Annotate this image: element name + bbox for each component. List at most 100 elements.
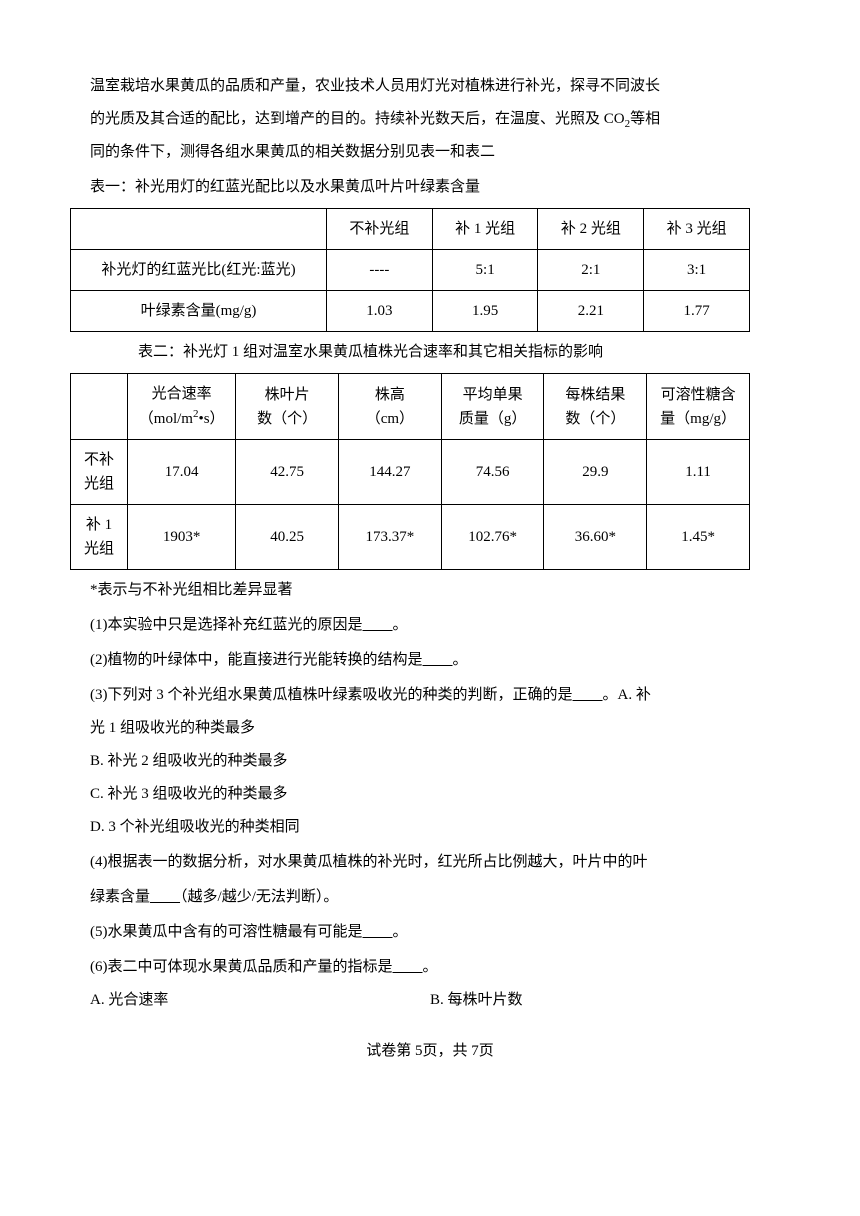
table2-h2a: 株叶片: [265, 387, 310, 403]
table2-r2-c6: 1.45*: [647, 505, 750, 570]
table2-r2-label: 补 1 光组: [71, 505, 128, 570]
q1-blank: [363, 617, 393, 633]
table1-r1-c3: 2:1: [538, 250, 644, 291]
q2-end: 。: [453, 652, 468, 668]
q6-options: A. 光合速率 B. 每株叶片数: [90, 984, 770, 1017]
table2-h3b: （cm）: [366, 411, 414, 427]
intro-text-2b: 等相: [630, 111, 660, 127]
table2-r1-label: 不补 光组: [71, 440, 128, 505]
table2-r1-c6: 1.11: [647, 440, 750, 505]
table2-r2-c2: 40.25: [236, 505, 339, 570]
table1-row-1: 补光灯的红蓝光比(红光:蓝光) ---- 5:1 2:1 3:1: [71, 250, 750, 291]
table2-r2-la: 补 1: [86, 517, 112, 533]
q3-text: (3)下列对 3 个补光组水果黄瓜植株叶绿素吸收光的种类的判断，正确的是: [90, 687, 573, 703]
q6-end: 。: [423, 959, 438, 975]
intro-line-1: 温室栽培水果黄瓜的品质和产量，农业技术人员用灯光对植株进行补光，探寻不同波长: [90, 70, 770, 103]
q5-text: (5)水果黄瓜中含有的可溶性糖最有可能是: [90, 924, 363, 940]
table2-h1: 光合速率 （mol/m2•s）: [128, 374, 236, 440]
table2-r1-c5: 29.9: [544, 440, 647, 505]
q6-blank: [393, 959, 423, 975]
q1-text: (1)本实验中只是选择补充红蓝光的原因是: [90, 617, 363, 633]
table1-h4: 补 3 光组: [644, 209, 750, 250]
question-4-line2: 绿素含量 （越多/越少/无法判断）。: [90, 881, 770, 914]
table2-r1-lb: 光组: [84, 476, 114, 492]
table2-h1c: •s）: [198, 411, 224, 427]
q6-option-b: B. 每株叶片数: [430, 984, 770, 1017]
question-1: (1)本实验中只是选择补充红蓝光的原因是 。: [90, 609, 770, 642]
question-6: (6)表二中可体现水果黄瓜品质和产量的指标是 。: [90, 951, 770, 984]
intro-line-2: 的光质及其合适的配比，达到增产的目的。持续补光数天后，在温度、光照及 CO2等相: [90, 103, 770, 136]
table2-row-2: 补 1 光组 1903* 40.25 173.37* 102.76* 36.60…: [71, 505, 750, 570]
table1-h1: 不补光组: [327, 209, 433, 250]
table1-r1-c1: ----: [327, 250, 433, 291]
table2-h5: 每株结果 数（个）: [544, 374, 647, 440]
intro-line-3: 同的条件下，测得各组水果黄瓜的相关数据分别见表一和表二: [90, 136, 770, 169]
table-note: *表示与不补光组相比差异显著: [90, 574, 770, 607]
table2-h6: 可溶性糖含 量（mg/g）: [647, 374, 750, 440]
table1-r2-c2: 1.95: [432, 291, 538, 332]
table2-r1-c1: 17.04: [128, 440, 236, 505]
q3-end: 。A. 补: [603, 687, 651, 703]
table1-r2-c4: 1.77: [644, 291, 750, 332]
table2-h5a: 每株结果: [565, 387, 625, 403]
q4-blank: [150, 889, 180, 905]
table2-h4b: 质量（g）: [459, 411, 527, 427]
q3-blank: [573, 687, 603, 703]
q2-text: (2)植物的叶绿体中，能直接进行光能转换的结构是: [90, 652, 423, 668]
intro-text-2a: 的光质及其合适的配比，达到增产的目的。持续补光数天后，在温度、光照及 CO: [90, 111, 625, 127]
q3-option-c: C. 补光 3 组吸收光的种类最多: [90, 778, 770, 811]
question-4-line1: (4)根据表一的数据分析，对水果黄瓜植株的补光时，红光所占比例越大，叶片中的叶: [90, 846, 770, 879]
q3-line2: 光 1 组吸收光的种类最多: [90, 712, 770, 745]
table2-header-row: 光合速率 （mol/m2•s） 株叶片 数（个） 株高 （cm） 平均单果 质量…: [71, 374, 750, 440]
table2-r2-c5: 36.60*: [544, 505, 647, 570]
q4-end: （越多/越少/无法判断）。: [180, 889, 338, 905]
table2-r2-c3: 173.37*: [338, 505, 441, 570]
table1-title: 表一：补光用灯的红蓝光配比以及水果黄瓜叶片叶绿素含量: [90, 171, 770, 204]
q5-end: 。: [393, 924, 408, 940]
table2-r2-c4: 102.76*: [441, 505, 544, 570]
table2-h2b: 数（个）: [257, 411, 317, 427]
table2-h4: 平均单果 质量（g）: [441, 374, 544, 440]
q5-blank: [363, 924, 393, 940]
table1-header-row: 不补光组 补 1 光组 补 2 光组 补 3 光组: [71, 209, 750, 250]
table1-r2-label: 叶绿素含量(mg/g): [71, 291, 327, 332]
table2-title: 表二：补光灯 1 组对温室水果黄瓜植株光合速率和其它相关指标的影响: [90, 336, 770, 369]
table2-h1b: （mol/m: [139, 411, 193, 427]
q3-option-d: D. 3 个补光组吸收光的种类相同: [90, 811, 770, 844]
table1-h0: [71, 209, 327, 250]
table2-r2-c1: 1903*: [128, 505, 236, 570]
table2-h2: 株叶片 数（个）: [236, 374, 339, 440]
table2-r1-la: 不补: [84, 452, 114, 468]
table2-h3a: 株高: [375, 387, 405, 403]
q4-text: 绿素含量: [90, 889, 150, 905]
page-footer: 试卷第 5页，共 7页: [90, 1035, 770, 1068]
question-3: (3)下列对 3 个补光组水果黄瓜植株叶绿素吸收光的种类的判断，正确的是 。A.…: [90, 679, 770, 712]
table2-h3: 株高 （cm）: [338, 374, 441, 440]
table-2: 光合速率 （mol/m2•s） 株叶片 数（个） 株高 （cm） 平均单果 质量…: [70, 373, 750, 570]
table2-r1-c3: 144.27: [338, 440, 441, 505]
question-5: (5)水果黄瓜中含有的可溶性糖最有可能是 。: [90, 916, 770, 949]
q3-option-b: B. 补光 2 组吸收光的种类最多: [90, 745, 770, 778]
table2-r1-c4: 74.56: [441, 440, 544, 505]
table1-h3: 补 2 光组: [538, 209, 644, 250]
table2-r1-c2: 42.75: [236, 440, 339, 505]
table2-h6b: 量（mg/g）: [660, 411, 736, 427]
table2-h1a: 光合速率: [152, 386, 212, 402]
table-1: 不补光组 补 1 光组 补 2 光组 补 3 光组 补光灯的红蓝光比(红光:蓝光…: [70, 208, 750, 332]
table1-h2: 补 1 光组: [432, 209, 538, 250]
table2-h0: [71, 374, 128, 440]
table2-h4a: 平均单果: [463, 387, 523, 403]
table1-r1-c4: 3:1: [644, 250, 750, 291]
table1-row-2: 叶绿素含量(mg/g) 1.03 1.95 2.21 1.77: [71, 291, 750, 332]
table2-h6a: 可溶性糖含: [661, 387, 736, 403]
q1-end: 。: [393, 617, 408, 633]
question-2: (2)植物的叶绿体中，能直接进行光能转换的结构是 。: [90, 644, 770, 677]
q2-blank: [423, 652, 453, 668]
table2-r2-lb: 光组: [84, 541, 114, 557]
table2-h5b: 数（个）: [565, 411, 625, 427]
table1-r1-label: 补光灯的红蓝光比(红光:蓝光): [71, 250, 327, 291]
q6-option-a: A. 光合速率: [90, 984, 430, 1017]
table1-r2-c1: 1.03: [327, 291, 433, 332]
q6-text: (6)表二中可体现水果黄瓜品质和产量的指标是: [90, 959, 393, 975]
table2-row-1: 不补 光组 17.04 42.75 144.27 74.56 29.9 1.11: [71, 440, 750, 505]
